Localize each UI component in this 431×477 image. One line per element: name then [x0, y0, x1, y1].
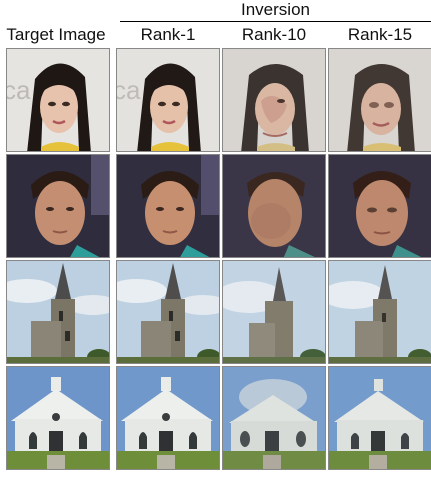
- target-image-man: [6, 154, 110, 258]
- rank-15-image-woman: [328, 48, 431, 152]
- target-image-white-church: [6, 366, 110, 470]
- rank-10-image-man: [222, 154, 326, 258]
- rank-1-image-white-church: [116, 366, 220, 470]
- rank-15-image-man: [328, 154, 431, 258]
- inversion-divider: [120, 21, 431, 22]
- rank-1-image-woman: ca: [116, 48, 220, 152]
- column-label-target: Target Image: [6, 25, 106, 44]
- inversion-title: Inversion: [241, 0, 310, 19]
- svg-text:ca: ca: [7, 75, 31, 105]
- rank-1-image-man: [116, 154, 220, 258]
- rank-15-image-church-tower: [328, 260, 431, 364]
- column-label-rank-15: Rank-15: [347, 25, 413, 44]
- svg-text:ca: ca: [117, 75, 141, 105]
- rank-1-image-church-tower: [116, 260, 220, 364]
- column-label-rank-10: Rank-10: [241, 25, 307, 44]
- rank-10-image-church-tower: [222, 260, 326, 364]
- target-image-woman: ca: [6, 48, 110, 152]
- column-label-rank-1: Rank-1: [140, 25, 196, 44]
- rank-10-image-white-church: [222, 366, 326, 470]
- rank-10-image-woman: [222, 48, 326, 152]
- target-image-church-tower: [6, 260, 110, 364]
- rank-15-image-white-church: [328, 366, 431, 470]
